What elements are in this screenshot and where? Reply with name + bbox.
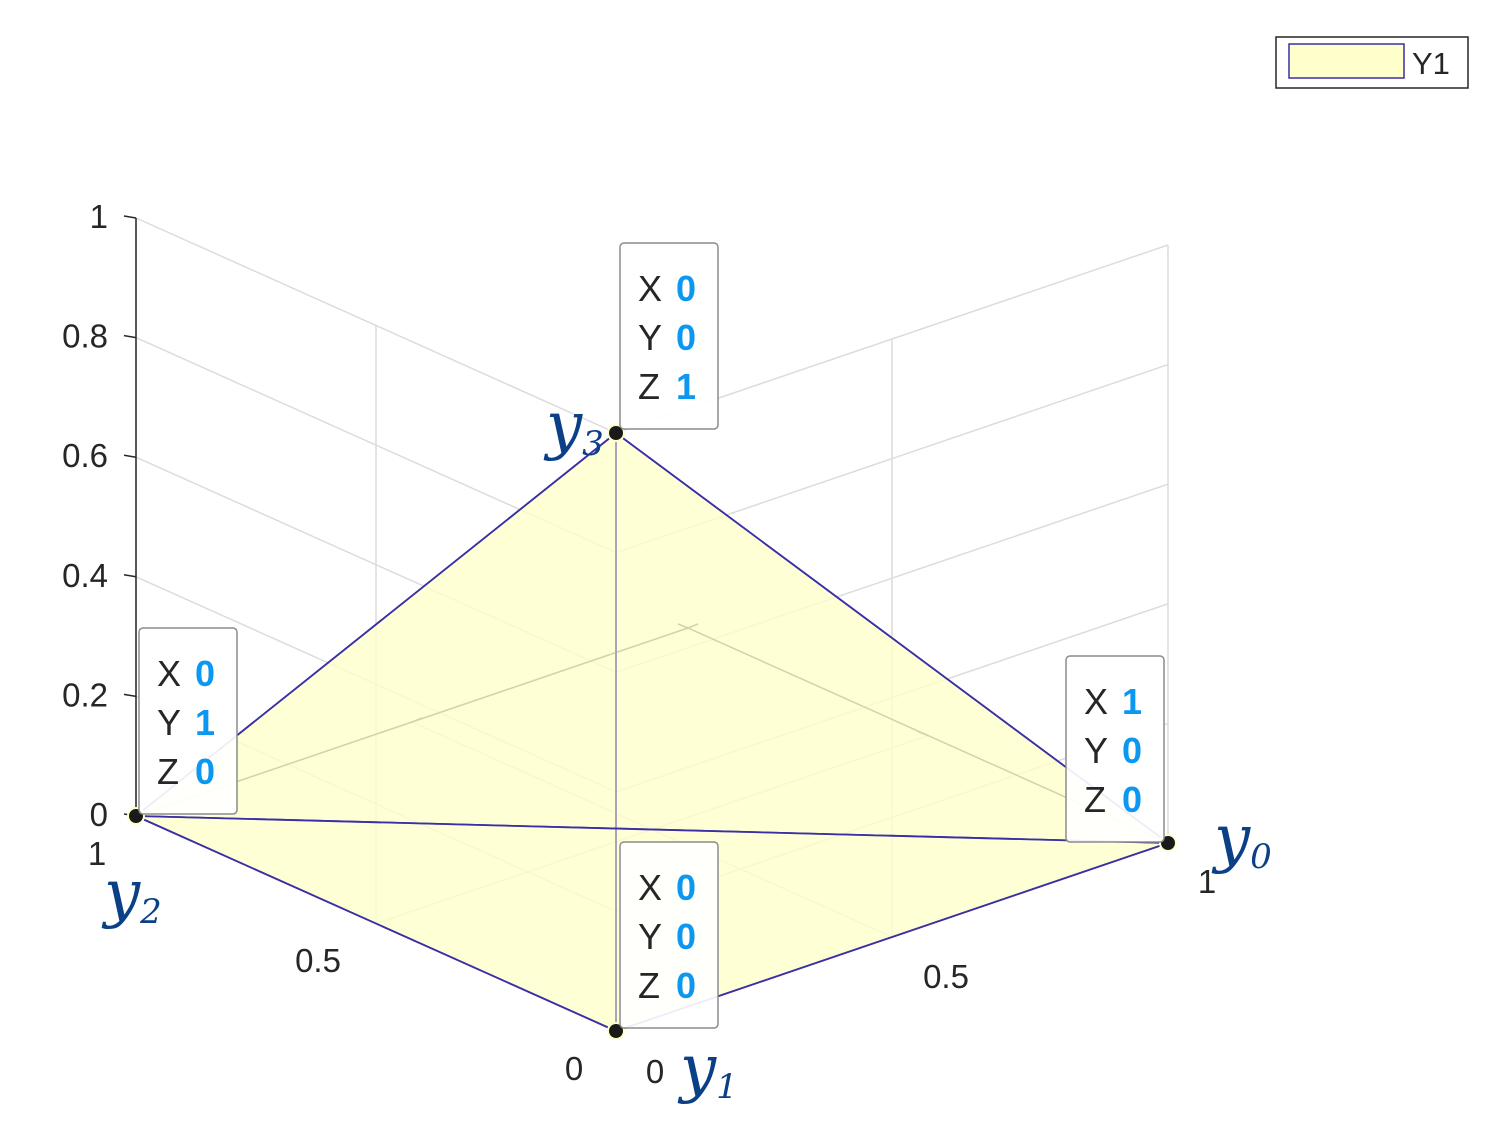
surface-layer	[135, 432, 1169, 1032]
datatip-box	[138, 627, 238, 815]
z-tick	[123, 454, 137, 458]
legend-swatch	[1288, 43, 1405, 79]
vertex-annotation-subscript: 3	[582, 424, 604, 464]
vertex-annotation-subscript: 0	[1250, 837, 1272, 877]
datatip: X 1Y 0Z 0	[1065, 655, 1165, 843]
datatip: X 0Y 0Z 1	[619, 242, 719, 430]
datatip-key: Y	[638, 317, 662, 358]
z-tick-label: 0.4	[62, 557, 108, 594]
datatip-value: 0	[195, 653, 215, 694]
z-tick-label: 0.6	[62, 437, 108, 474]
datatip-value: 0	[676, 916, 696, 957]
datatip-key: Y	[1084, 730, 1108, 771]
datatip-value: 1	[1122, 681, 1142, 722]
z-tick	[123, 215, 137, 219]
datatip-key: Z	[1084, 779, 1106, 820]
y-tick-label: 1	[88, 835, 106, 872]
surface-face	[135, 432, 1169, 844]
vertex-annotation-subscript: 2	[139, 892, 162, 932]
z-tick-label: 0.8	[62, 318, 108, 355]
z-tick-label: 1	[90, 198, 108, 235]
datatip-key: X	[1084, 681, 1108, 722]
datatip-box	[619, 242, 719, 430]
datatip-value: 0	[676, 268, 696, 309]
z-tick-label: 0.2	[62, 676, 108, 713]
z-tick	[123, 574, 137, 578]
datatip-key: Z	[638, 366, 660, 407]
legend-label: Y1	[1412, 46, 1450, 81]
data-point-marker	[607, 1022, 625, 1040]
vertex-annotation-subscript: 1	[716, 1067, 738, 1107]
x-tick-label: 1	[1198, 863, 1216, 900]
x-tick-label: 0	[565, 1050, 583, 1087]
z-tick	[123, 693, 137, 698]
data-point-marker	[607, 424, 625, 442]
vertex-annotation: y0	[1211, 802, 1272, 877]
datatip-key: X	[638, 867, 662, 908]
legend[interactable]: Y1	[1275, 36, 1469, 89]
datatip-layer: X 0Y 0Z 1X 0Y 1Z 0X 1Y 0Z 0X 0Y 0Z 0	[138, 242, 1165, 1029]
datatip-box	[619, 841, 719, 1029]
datatip-value: 0	[676, 965, 696, 1006]
datatip-key: Y	[638, 916, 662, 957]
vertex-annotation: y3	[543, 389, 604, 464]
vertex-annotation: y1	[677, 1032, 738, 1107]
z-tick	[123, 334, 137, 339]
x-tick-label: 0.5	[923, 958, 969, 995]
vertex-annotation: y2	[101, 857, 162, 932]
y-tick-label: 0	[646, 1053, 664, 1090]
datatip-key: X	[638, 268, 662, 309]
z-tick-label: 0	[90, 796, 108, 833]
datatip-key: Z	[638, 965, 660, 1006]
datatip-box	[1065, 655, 1165, 843]
datatip: X 0Y 1Z 0	[138, 627, 238, 815]
datatip-value: 0	[676, 867, 696, 908]
datatip-value: 0	[1122, 779, 1142, 820]
datatip-value: 0	[676, 317, 696, 358]
datatip-key: Y	[157, 702, 181, 743]
datatip: X 0Y 0Z 0	[619, 841, 719, 1029]
datatip-value: 0	[195, 751, 215, 792]
y-tick-label: 0.5	[295, 942, 341, 979]
datatip-value: 1	[195, 702, 215, 743]
datatip-key: X	[157, 653, 181, 694]
datatip-key: Z	[157, 751, 179, 792]
datatip-value: 1	[676, 366, 696, 407]
datatip-value: 0	[1122, 730, 1142, 771]
